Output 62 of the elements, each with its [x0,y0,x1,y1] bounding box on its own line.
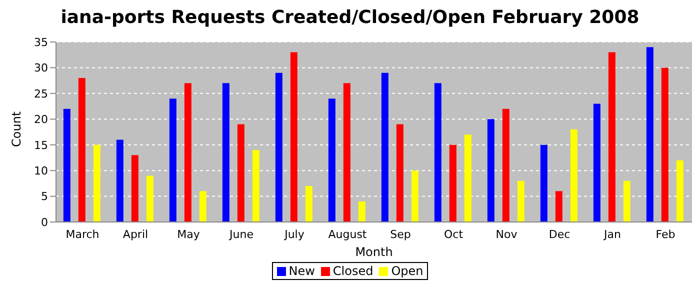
y-tick-label: 25 [34,87,48,100]
x-tick-label: August [328,228,368,241]
x-tick-label: July [284,228,305,241]
bar [502,108,510,222]
bar [252,150,260,222]
y-tick-label: 5 [41,190,48,204]
bar [63,108,70,222]
x-axis-title: Month [355,245,393,259]
x-tick-label: June [228,228,254,241]
y-tick-label: 15 [34,138,48,152]
x-tick-label: May [177,228,200,241]
x-tick-label: Feb [656,228,676,241]
bar [305,186,312,222]
bar [131,155,138,222]
legend-label: Open [390,264,424,278]
y-tick-label: 0 [41,216,48,229]
bar [358,201,366,222]
chart-title: iana-ports Requests Created/Closed/Open February 2008 [60,7,640,30]
x-tick-label: March [66,228,100,241]
y-tick-label: 30 [34,62,48,75]
bar [93,144,100,222]
bar [381,72,388,222]
y-tick-label: 35 [34,36,48,49]
bar [328,98,336,222]
bar [449,144,456,222]
bar [464,134,472,222]
y-tick-label: 20 [34,113,48,126]
bar [570,129,578,222]
bar [237,124,244,222]
bar [222,83,230,222]
bar [487,119,494,222]
y-axis-title: Count [9,111,24,147]
x-tick-label: Nov [496,228,518,241]
bar [661,68,668,222]
bar [411,170,418,222]
bar [290,52,298,222]
bar [396,124,404,222]
bar [275,72,282,222]
legend-label: Closed [332,264,374,278]
x-tick-label: April [122,228,148,241]
x-tick-label: Dec [548,228,570,241]
bar [593,104,600,222]
legend-label: New [288,264,315,278]
bar [555,191,562,222]
bar [540,144,548,222]
bar [646,47,654,222]
bar [343,83,350,222]
bar [184,83,192,222]
bar [434,83,442,222]
bar [199,191,206,222]
y-tick-label: 10 [34,164,48,178]
x-tick-label: Jan [603,228,621,241]
bar [78,78,86,222]
bar [676,160,684,222]
bar [116,140,124,222]
bar [146,176,154,222]
bar [169,98,176,222]
bar [517,180,524,222]
x-tick-label: Oct [444,228,464,241]
bar [608,52,616,222]
x-tick-label: Sep [390,228,411,241]
bar [623,180,630,222]
